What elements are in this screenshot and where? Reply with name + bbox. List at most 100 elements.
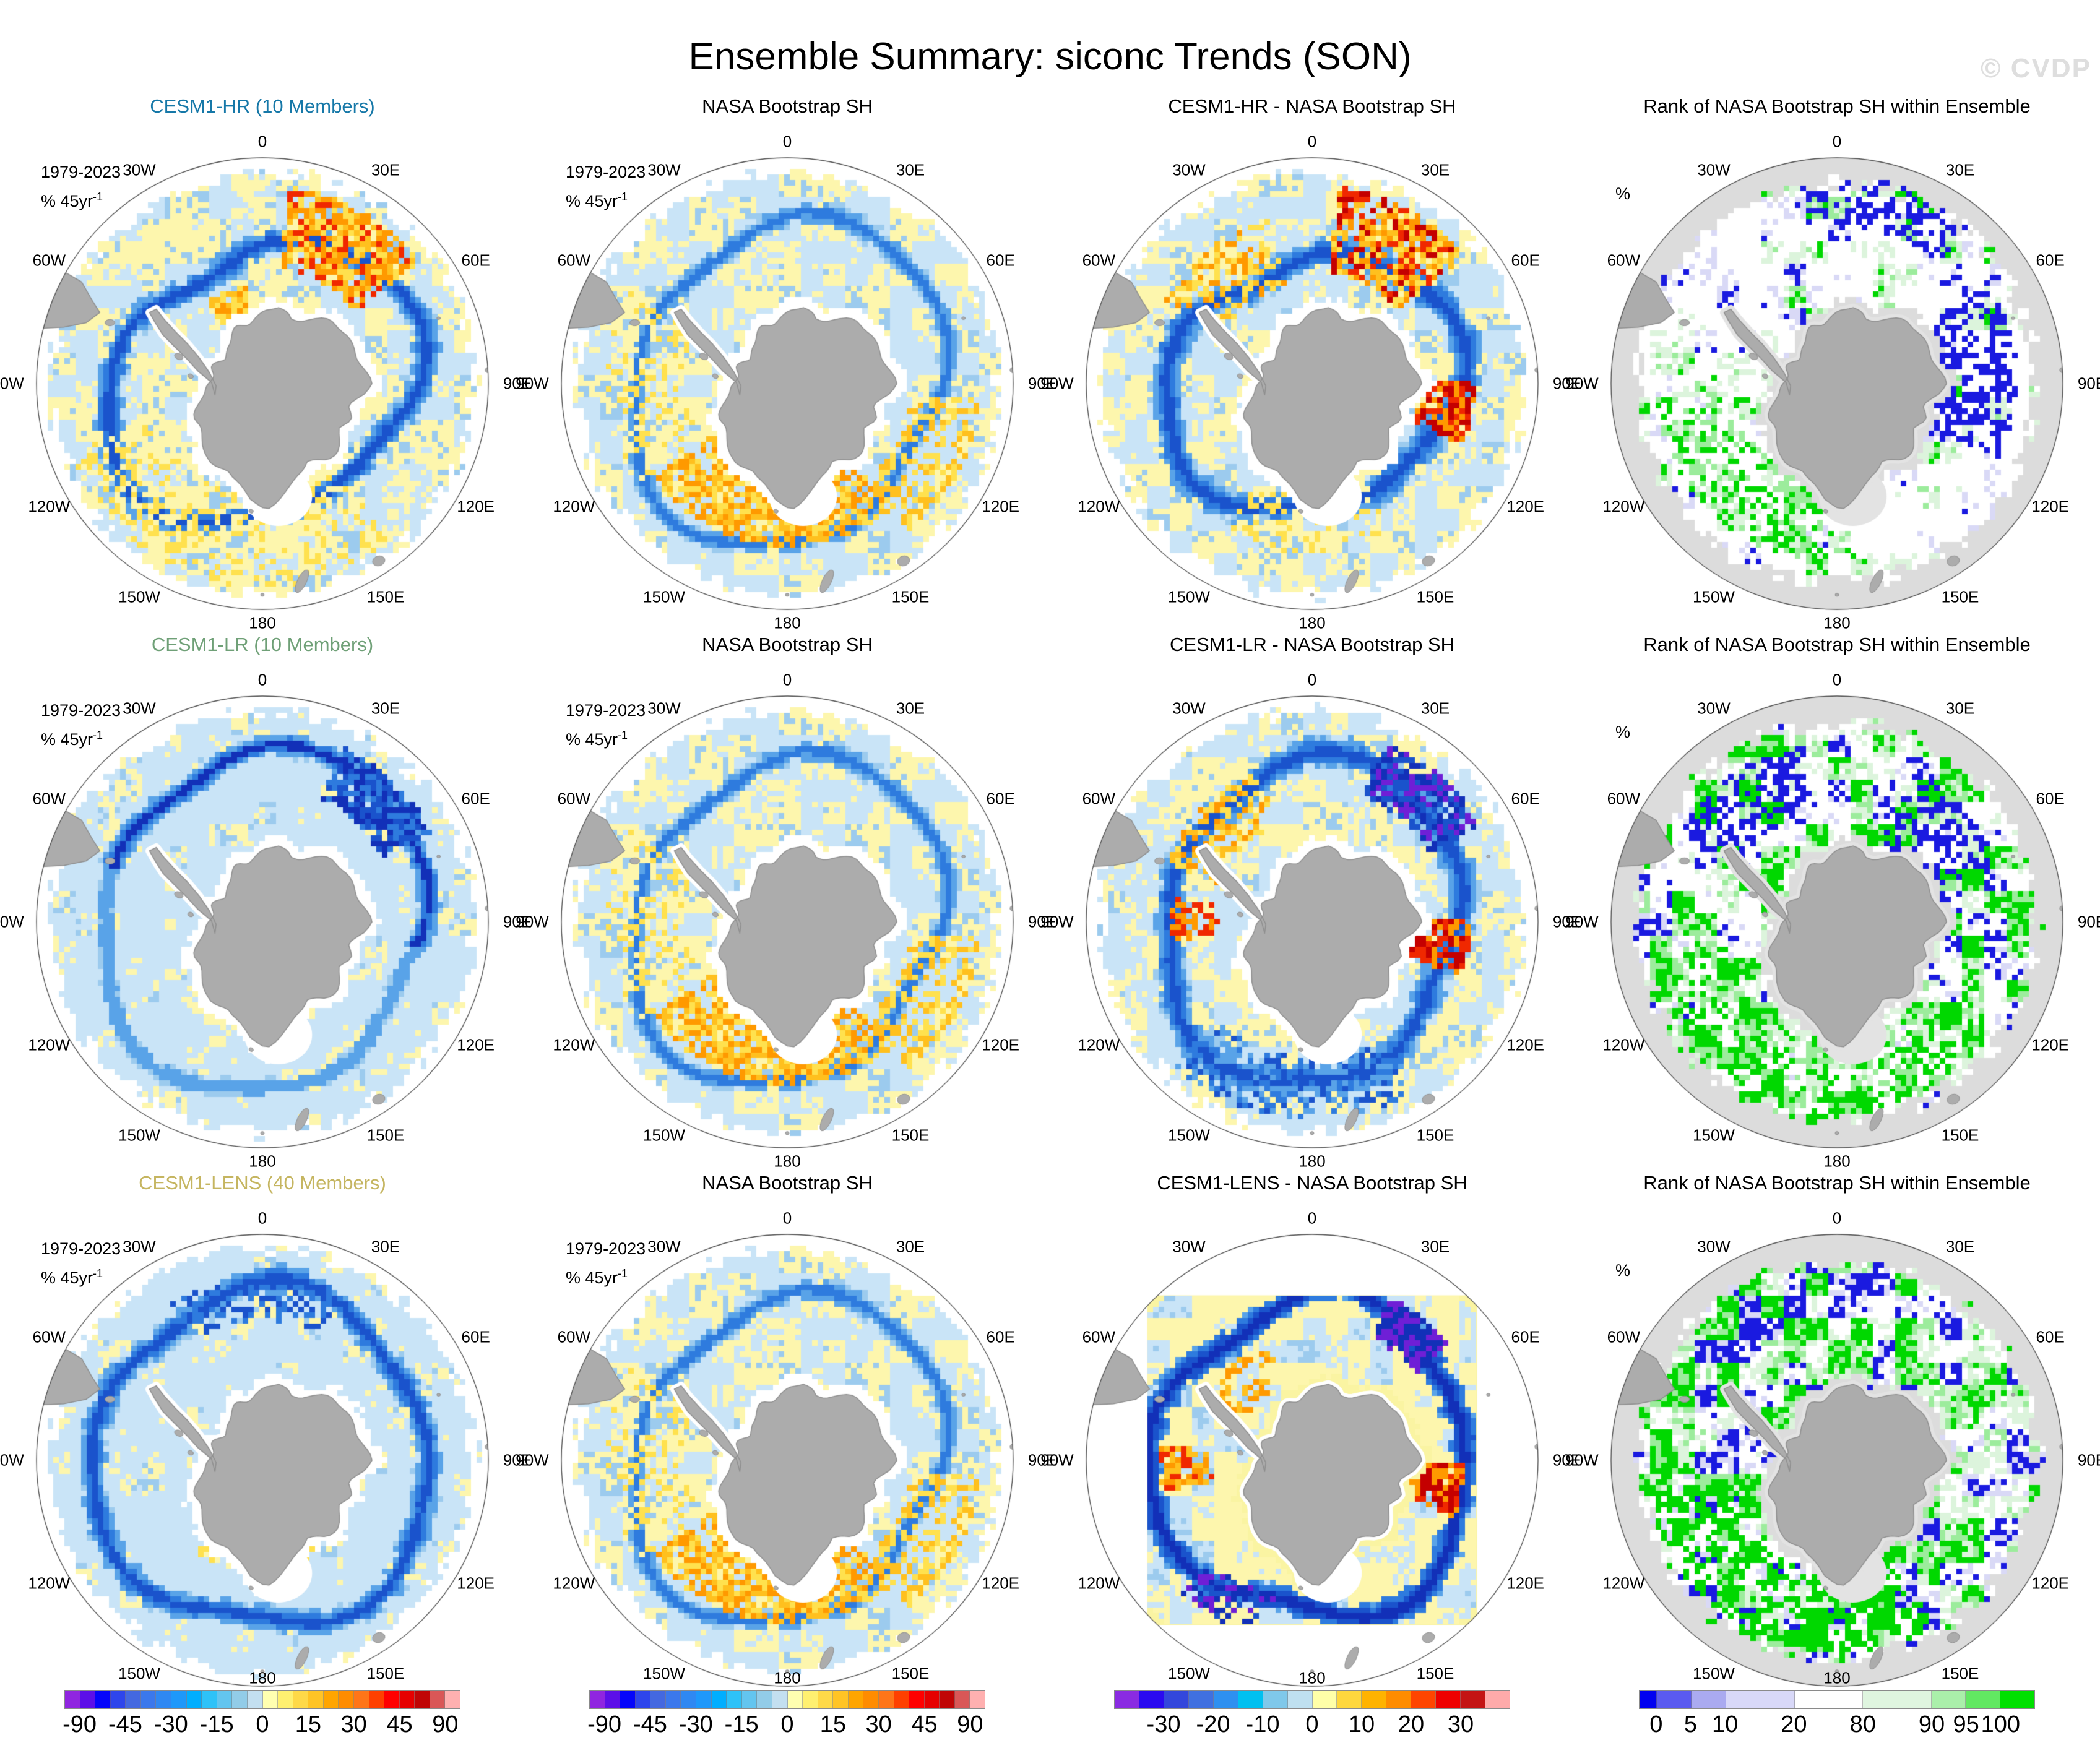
colorbar-swatch <box>232 1691 248 1708</box>
map-panel-lens_diff-r3: CESM1-LENS - NASA Bootstrap SH 0 30E 60E 90E… <box>1040 1163 1581 1708</box>
longitude-label-60E: 60E <box>1511 1327 1540 1346</box>
colorbar-1: -90 -45 -30 -15 0 15 30 45 90 <box>63 1690 460 1739</box>
colorbar-swatch <box>818 1691 834 1708</box>
map-panel-lens-r3: CESM1-LENS (40 Members) 0 30E 60E 90E 120E 150… <box>0 1163 532 1708</box>
colorbar-swatch <box>247 1691 263 1708</box>
colorbar-tick-label: 30 <box>1447 1711 1474 1737</box>
colorbar-tick-labels: -90 -45 -30 -15 0 15 30 45 90 <box>63 1711 460 1739</box>
longitude-label-60W: 60W <box>1607 789 1641 808</box>
map-panel-obs-r3: NASA Bootstrap SH 0 30E 60E 90E 120E 150E 180 15… <box>516 1163 1056 1708</box>
longitude-label-150W: 150W <box>643 587 685 606</box>
rank-units-label: % <box>1615 1261 1631 1280</box>
panel-title: NASA Bootstrap SH <box>702 634 873 655</box>
colorbar-swatch <box>293 1691 309 1708</box>
colorbar-tick-label: 95 <box>1953 1711 1979 1737</box>
longitude-label-90W: 90W <box>1565 912 1599 931</box>
map-canvas-lr_diff <box>1077 687 1547 1157</box>
longitude-label-180: 180 <box>1298 613 1326 632</box>
colorbar-swatch <box>1188 1691 1214 1708</box>
longitude-label-150W: 150W <box>118 1664 160 1683</box>
colorbar-swatch <box>696 1691 712 1708</box>
longitude-label-0: 0 <box>782 1208 792 1228</box>
colorbar-swatch <box>1287 1691 1313 1708</box>
longitude-label-30E: 30E <box>371 699 400 718</box>
longitude-label-90W: 90W <box>1040 1450 1074 1470</box>
colorbar-swatch <box>970 1691 985 1708</box>
longitude-label-30E: 30E <box>1420 1237 1450 1256</box>
colorbar-swatch <box>95 1691 111 1708</box>
colorbar-tick-label: 20 <box>1781 1711 1807 1737</box>
colorbar-tick-label: -30 <box>678 1711 713 1737</box>
map-panel-rank_lens-r3: Rank of NASA Bootstrap SH within Ensembl… <box>1565 1163 2100 1708</box>
longitude-label-90E: 90E <box>1552 1450 1582 1470</box>
longitude-label-60E: 60E <box>461 251 490 270</box>
longitude-label-90E: 90E <box>1027 374 1057 393</box>
longitude-label-150E: 150E <box>366 1126 405 1145</box>
longitude-label-30W: 30W <box>123 699 156 718</box>
colorbar-swatch <box>1692 1691 1726 1708</box>
period-units-annotation: 1979-2023 % 45yr-1 <box>566 1236 646 1290</box>
colorbar-tick-labels: -30 -20 -10 0 10 20 30 <box>1114 1711 1510 1739</box>
longitude-label-30E: 30E <box>896 1237 925 1256</box>
colorbar-swatch <box>156 1691 172 1708</box>
colorbar-tick-label: 30 <box>340 1711 367 1737</box>
longitude-label-0: 0 <box>257 1208 267 1228</box>
map-canvas-hr <box>27 149 498 619</box>
colorbar-swatch <box>1263 1691 1288 1708</box>
longitude-label-150W: 150W <box>643 1126 685 1145</box>
longitude-label-180: 180 <box>249 1152 276 1171</box>
period-units-annotation: 1979-2023 % 45yr-1 <box>41 160 121 213</box>
longitude-label-120E: 120E <box>2031 497 2070 516</box>
colorbar-swatch <box>1966 1691 2001 1708</box>
longitude-label-180: 180 <box>1823 1152 1851 1171</box>
colorbar-tick-label: -30 <box>153 1711 188 1737</box>
colorbar-tick-label: 80 <box>1849 1711 1876 1737</box>
longitude-label-180: 180 <box>1823 613 1851 632</box>
longitude-label-30W: 30W <box>1172 160 1206 179</box>
panel-title: CESM1-LR - NASA Bootstrap SH <box>1170 634 1454 655</box>
longitude-label-0: 0 <box>257 132 267 151</box>
longitude-label-150W: 150W <box>118 587 160 606</box>
longitude-label-120W: 120W <box>1602 1574 1645 1593</box>
longitude-label-60E: 60E <box>461 789 490 808</box>
colorbar-swatch <box>833 1691 849 1708</box>
colorbar-3: -30 -20 -10 0 10 20 30 <box>1114 1690 1510 1739</box>
longitude-label-120W: 120W <box>28 497 71 516</box>
colorbar-swatch <box>369 1691 385 1708</box>
map-canvas-lr <box>27 687 498 1157</box>
longitude-label-120E: 120E <box>2031 1574 2070 1593</box>
map-canvas-obs <box>552 687 1022 1157</box>
longitude-label-90E: 90E <box>1552 912 1582 931</box>
longitude-label-60E: 60E <box>2036 789 2065 808</box>
colorbar-tick-label: 20 <box>1398 1711 1425 1737</box>
map-panel-hr-r1: CESM1-HR (10 Members) 0 30E 60E 90E 120E 150E 1… <box>0 87 532 632</box>
longitude-label-150W: 150W <box>1693 1126 1735 1145</box>
units-label: % 45yr-1 <box>566 729 628 749</box>
colorbar-tick-label: 0 <box>780 1711 794 1737</box>
longitude-label-60E: 60E <box>986 789 1015 808</box>
longitude-label-150E: 150E <box>1941 587 1979 606</box>
colorbar-swatch <box>339 1691 354 1708</box>
longitude-label-90W: 90W <box>516 912 549 931</box>
period-label: 1979-2023 <box>566 163 646 181</box>
colorbar-tick-label: -45 <box>108 1711 142 1737</box>
longitude-label-90E: 90E <box>503 374 532 393</box>
longitude-label-150W: 150W <box>1168 1126 1210 1145</box>
longitude-label-60E: 60E <box>986 251 1015 270</box>
longitude-label-150E: 150E <box>1941 1126 1979 1145</box>
longitude-label-0: 0 <box>1307 670 1317 689</box>
longitude-label-60E: 60E <box>1511 251 1540 270</box>
longitude-label-0: 0 <box>1832 670 1842 689</box>
longitude-label-150E: 150E <box>1416 1126 1454 1145</box>
colorbar-tick-label: 45 <box>911 1711 938 1737</box>
colorbar-swatches <box>1639 1690 2035 1709</box>
panel-title: Rank of NASA Bootstrap SH within Ensembl… <box>1643 1172 2031 1194</box>
period-label: 1979-2023 <box>41 163 121 181</box>
colorbar-swatch <box>635 1691 651 1708</box>
longitude-label-30W: 30W <box>647 1237 681 1256</box>
colorbar-swatch <box>308 1691 324 1708</box>
colorbar-tick-label: 0 <box>256 1711 269 1737</box>
period-label: 1979-2023 <box>566 701 646 720</box>
longitude-label-30E: 30E <box>371 160 400 179</box>
panel-title: CESM1-LENS (40 Members) <box>139 1172 386 1194</box>
